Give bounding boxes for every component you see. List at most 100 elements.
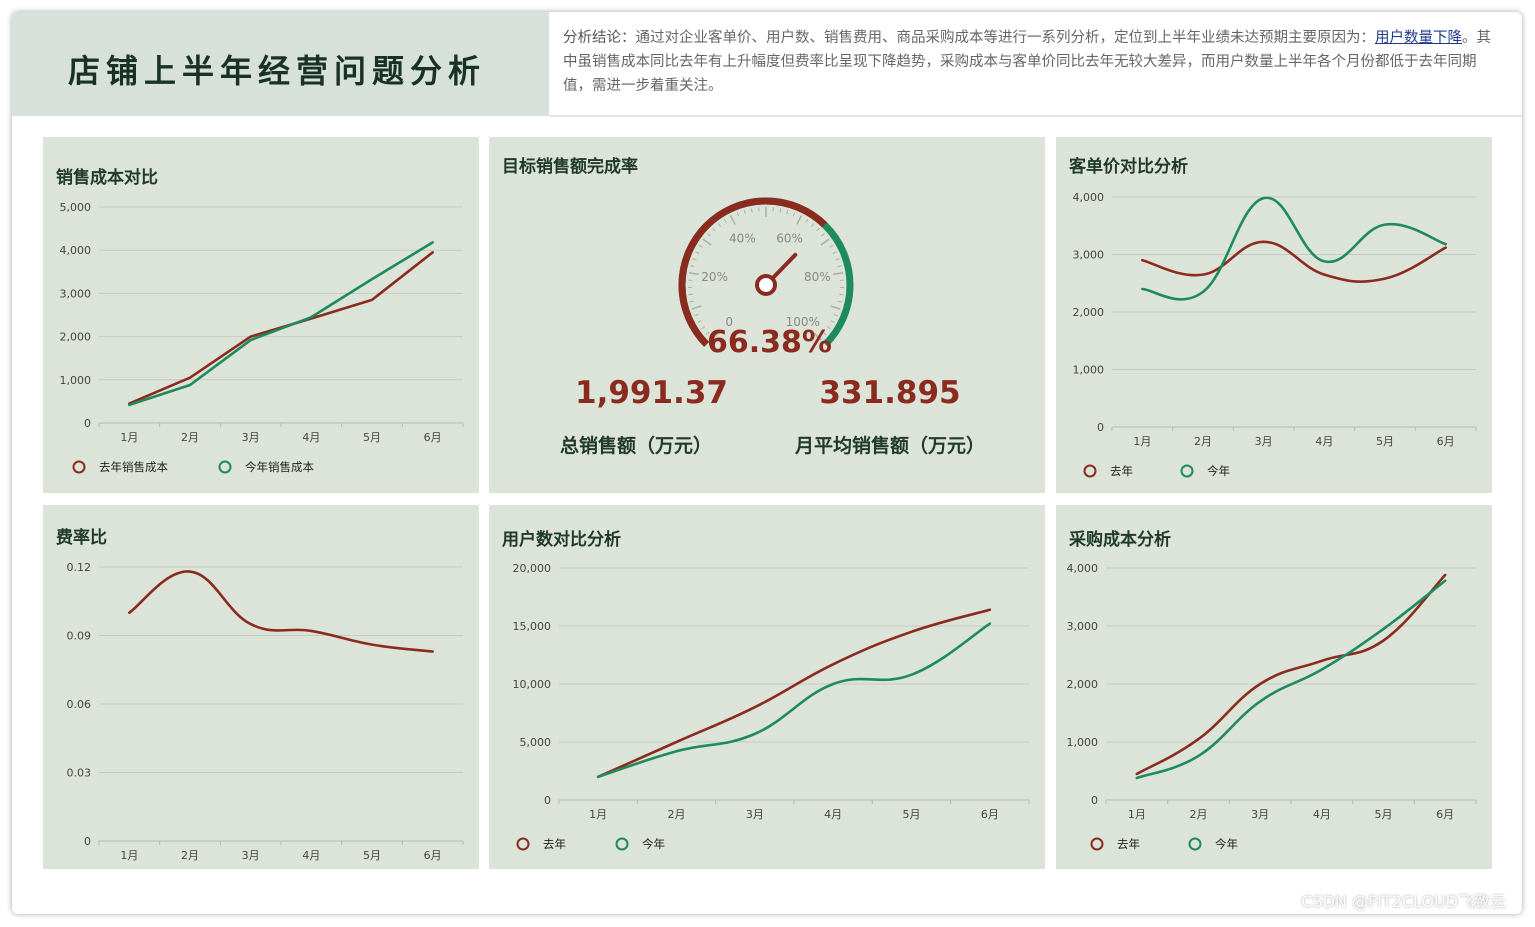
- x-tick-label: 3月: [1255, 435, 1273, 448]
- gauge-tick: [816, 227, 820, 232]
- y-tick-label: 1,000: [1067, 736, 1099, 749]
- x-tick-label: 3月: [242, 431, 260, 444]
- legend-marker: [615, 837, 629, 851]
- sales-cost-chart: 0 1,000 2,000 3,000 4,000 5,000 1月 2月 3月 4月 5月 6月去年…: [60, 201, 464, 474]
- y-tick-label: 0: [1091, 794, 1098, 807]
- y-tick-label: 0.09: [67, 630, 92, 643]
- gauge-tick: [723, 218, 727, 223]
- y-tick-label: 10,000: [513, 678, 552, 691]
- y-tick-label: 1,000: [1073, 364, 1105, 377]
- sales-cost-panel: 销售成本对比 0 1,000 2,000 3,000 4,000 5,000 1月 2月 3月 4…: [43, 137, 479, 493]
- gauge-tick: [690, 265, 695, 268]
- gauge-tick: [833, 272, 844, 276]
- x-tick-label: 2月: [181, 849, 199, 862]
- x-tick-label: 4月: [302, 431, 320, 444]
- gauge-tick: [736, 212, 740, 217]
- y-tick-label: 5,000: [520, 736, 552, 749]
- gauge-tick: [786, 209, 789, 215]
- y-tick-label: 4,000: [1073, 191, 1105, 204]
- panel-title: 费率比: [56, 528, 107, 548]
- gauge-tick: [829, 244, 834, 248]
- series-line-last-year: [128, 570, 434, 653]
- gauge-tick: [729, 215, 736, 225]
- x-tick-label: 2月: [668, 808, 686, 821]
- dashboard-frame: 店铺上半年经营问题分析 分析结论：通过对企业客单价、用户数、销售费用、商品采购成…: [12, 12, 1522, 914]
- panel-title: 目标销售额完成率: [502, 157, 638, 177]
- gauge-tick: [820, 238, 830, 246]
- gauge-tick: [813, 332, 822, 341]
- x-tick-label: 6月: [1436, 808, 1454, 821]
- series-line-this-year: [1141, 196, 1447, 301]
- legend-marker: [72, 460, 86, 474]
- x-tick-label: 4月: [1313, 808, 1331, 821]
- panel-title: 采购成本分析: [1069, 530, 1171, 550]
- x-tick-label: 5月: [1375, 808, 1393, 821]
- gauge-tick: [837, 265, 842, 268]
- gauge-tick: [702, 238, 712, 246]
- legend-label: 去年: [1110, 464, 1133, 478]
- gauge-tick: [750, 208, 753, 213]
- y-tick-label: 0: [544, 794, 551, 807]
- gauge-tick: [694, 313, 699, 317]
- gauge-tick: [710, 332, 719, 341]
- y-tick-label: 0.03: [67, 767, 92, 780]
- gauge-tick: [689, 300, 694, 303]
- x-tick-label: 4月: [1315, 435, 1333, 448]
- x-tick-label: 5月: [903, 808, 921, 821]
- y-tick-label: 2,000: [60, 331, 92, 344]
- panel-title: 客单价对比分析: [1069, 157, 1188, 177]
- header-divider: [549, 115, 1522, 117]
- x-tick-label: 6月: [424, 849, 442, 862]
- x-tick-label: 6月: [981, 808, 999, 821]
- conclusion-highlight-link[interactable]: 用户数量下降: [1375, 30, 1462, 46]
- x-tick-label: 4月: [302, 849, 320, 862]
- y-tick-label: 2,000: [1067, 678, 1099, 691]
- legend-label: 今年: [642, 837, 665, 851]
- completion-rate-value: 66.38%: [707, 325, 832, 360]
- legend-marker: [1083, 464, 1097, 478]
- gauge-tick: [692, 258, 697, 261]
- gauge-tick: [712, 227, 716, 232]
- series-line-last-year: [1135, 573, 1447, 776]
- x-tick-label: 1月: [120, 431, 138, 444]
- watermark: CSDN @FIT2CLOUD飞致云: [1301, 892, 1506, 911]
- legend-label: 去年: [543, 837, 566, 851]
- y-tick-label: 5,000: [60, 201, 92, 214]
- fee-rate-chart: 0 0.03 0.06 0.09 0.12 1月 2月 3月 4月 5月 6月: [67, 561, 464, 862]
- gauge-tick: [805, 218, 809, 223]
- x-tick-label: 2月: [181, 431, 199, 444]
- series-line-last-year: [1141, 240, 1447, 283]
- purchase-cost-panel: 采购成本分析 0 1,000 2,000 3,000 4,000 1月 2月 3月 4月 5月 6月…: [1056, 505, 1492, 869]
- y-tick-label: 4,000: [1067, 562, 1099, 575]
- y-tick-label: 0: [1097, 421, 1104, 434]
- fee-rate-panel: 费率比 0 0.03 0.06 0.09 0.12 1月 2月 3月 4月 5月 6月: [43, 505, 479, 869]
- gauge-tick: [743, 209, 746, 215]
- legend-marker: [1090, 837, 1104, 851]
- series-line-this-year: [596, 622, 992, 779]
- gauge-tick: [688, 272, 699, 276]
- gauge-tick-label: 20%: [701, 270, 728, 284]
- y-tick-label: 0: [84, 835, 91, 848]
- gauge-tick: [698, 244, 703, 248]
- x-tick-label: 3月: [242, 849, 260, 862]
- gauge-tick: [832, 251, 837, 254]
- gauge-tick-label: 0: [725, 315, 733, 329]
- title-box: 店铺上半年经营问题分析: [12, 12, 549, 116]
- legend-label: 今年: [1207, 464, 1230, 478]
- x-tick-label: 6月: [1437, 435, 1455, 448]
- legend-marker: [516, 837, 530, 851]
- gauge-tick: [697, 320, 702, 324]
- x-tick-label: 5月: [363, 431, 381, 444]
- y-tick-label: 3,000: [1067, 620, 1099, 633]
- gauge-tick: [701, 326, 706, 330]
- x-tick-label: 3月: [746, 808, 764, 821]
- gauge-tick: [792, 212, 796, 217]
- gauge-tick-label: 60%: [776, 232, 803, 246]
- series-line-last-year: [596, 608, 992, 779]
- x-tick-label: 1月: [1128, 808, 1146, 821]
- x-tick-label: 4月: [824, 808, 842, 821]
- legend-label: 今年: [1215, 837, 1238, 851]
- x-tick-label: 1月: [589, 808, 607, 821]
